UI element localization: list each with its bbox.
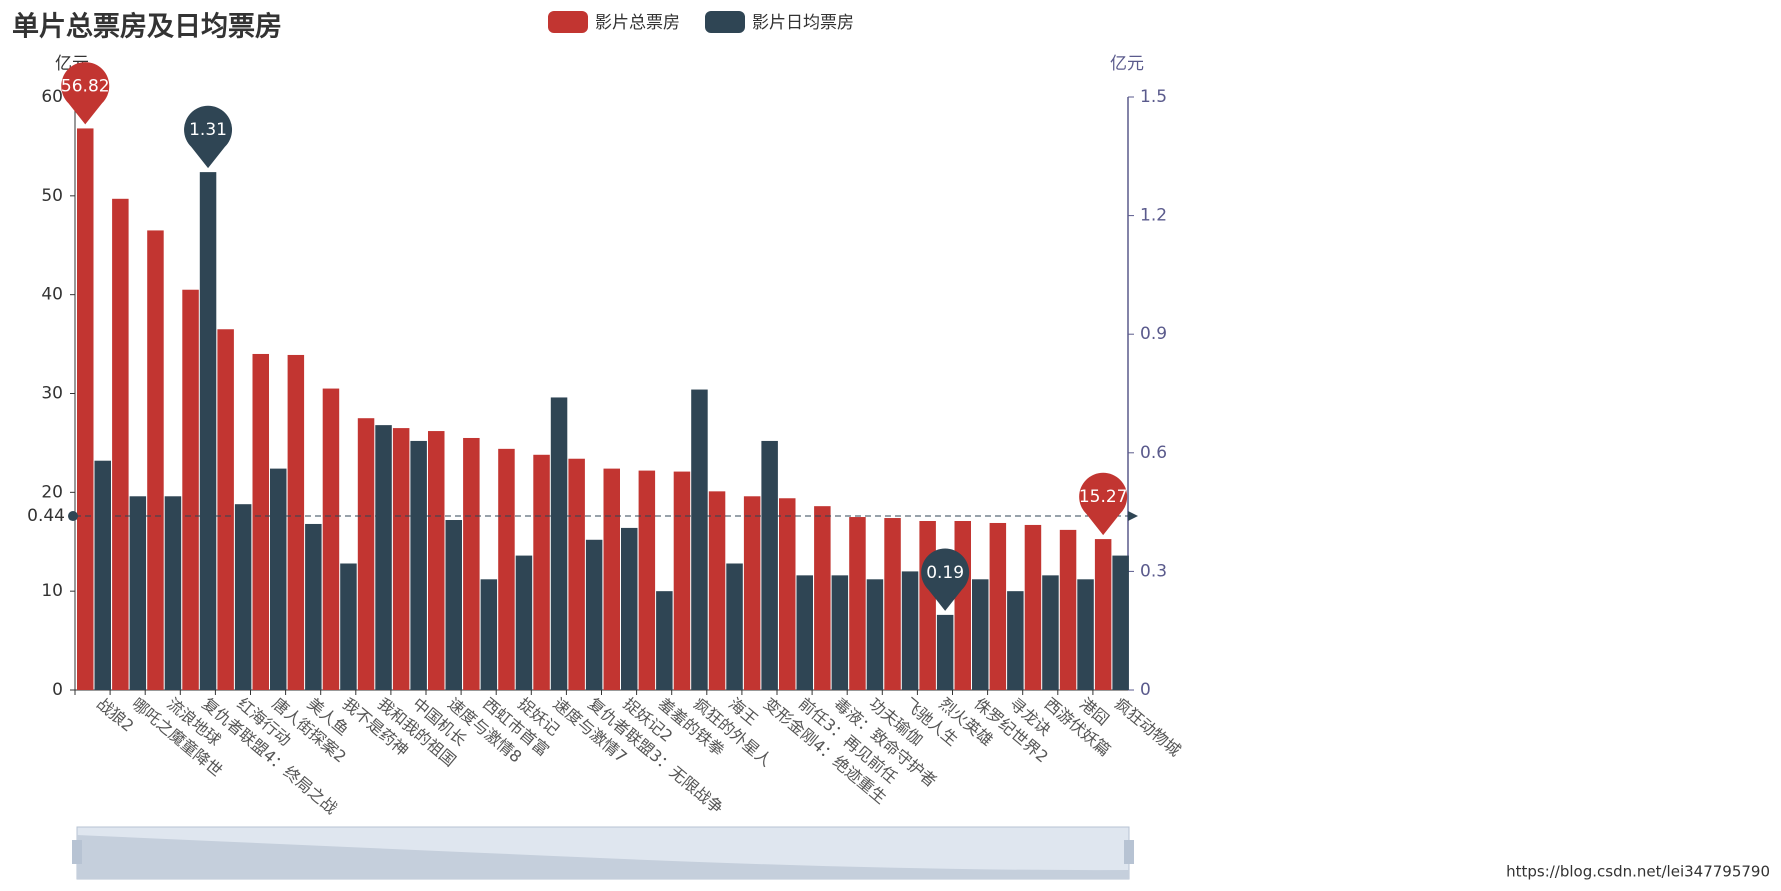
bar <box>989 522 1007 690</box>
bar <box>182 289 199 690</box>
legend-swatch <box>705 11 745 33</box>
y2-tick-label: 0 <box>1140 680 1151 700</box>
bar <box>1024 524 1042 690</box>
bar <box>971 579 989 690</box>
bar <box>849 517 866 690</box>
watermark: https://blog.csdn.net/lei347795790 <box>1506 863 1770 881</box>
bar <box>217 329 234 690</box>
legend-swatch <box>548 11 588 33</box>
bar <box>410 440 427 690</box>
x-tick-label: 疯狂动物城 <box>1111 694 1185 760</box>
mark-pin <box>61 62 110 125</box>
mark-pin-label: 56.82 <box>61 76 110 96</box>
bar <box>164 496 182 690</box>
zoom-handle[interactable] <box>1124 840 1134 864</box>
bar <box>252 353 269 690</box>
y2-tick-label: 0.3 <box>1140 561 1167 581</box>
bar <box>428 431 445 690</box>
y-tick-label: 60 <box>41 87 63 107</box>
bar <box>498 448 515 690</box>
y-tick-label: 20 <box>41 482 63 502</box>
y-tick-label: 50 <box>41 186 63 206</box>
bar <box>673 471 691 690</box>
zoom-handle[interactable] <box>72 840 82 864</box>
bar <box>603 468 620 690</box>
y-tick-label: 30 <box>41 384 63 404</box>
data-zoom[interactable] <box>72 826 1134 880</box>
average-dot <box>68 511 78 522</box>
y-tick-label: 0 <box>52 680 63 700</box>
mark-pin <box>1079 472 1128 536</box>
y2-axis-title: 亿元 <box>1110 54 1144 74</box>
y2-tick-label: 0.6 <box>1140 443 1167 463</box>
mark-pin-label: 15.27 <box>1079 487 1128 507</box>
bar <box>77 128 94 690</box>
bar <box>445 520 462 690</box>
bar <box>1007 591 1024 690</box>
bar <box>1059 529 1077 690</box>
bar <box>866 579 884 690</box>
legend-label: 影片日均票房 <box>752 13 854 33</box>
y-tick-label: 10 <box>41 581 63 601</box>
bar <box>743 496 761 690</box>
y2-tick-label: 1.2 <box>1140 206 1167 226</box>
bar <box>147 230 164 691</box>
bar <box>726 563 743 690</box>
bar <box>831 575 849 690</box>
bar <box>375 425 392 690</box>
bar <box>708 491 726 690</box>
bar <box>1094 539 1112 690</box>
bar <box>463 437 480 690</box>
bar <box>779 498 796 690</box>
bar <box>796 575 813 690</box>
bar <box>340 563 357 690</box>
bar <box>199 172 217 690</box>
bar <box>269 468 287 690</box>
bar <box>638 470 656 690</box>
bar <box>620 527 638 690</box>
bar <box>919 520 936 690</box>
bar <box>322 388 340 690</box>
bar <box>129 496 147 690</box>
average-arrow <box>1128 511 1138 522</box>
mark-pin-label: 0.19 <box>926 563 964 583</box>
bar <box>392 428 410 690</box>
bar <box>1112 555 1129 690</box>
bar <box>585 539 603 690</box>
y2-tick-label: 1.5 <box>1140 87 1167 107</box>
bar <box>234 504 252 690</box>
bar <box>533 454 550 690</box>
bar <box>761 440 778 690</box>
bar <box>480 579 498 690</box>
mark-pin <box>184 105 233 169</box>
zoom-preview <box>77 835 1129 879</box>
bar <box>954 520 971 690</box>
bar <box>691 389 708 690</box>
chart-title: 单片总票房及日均票房 <box>12 12 282 43</box>
bar <box>515 555 533 690</box>
bar <box>901 571 919 690</box>
bar <box>814 506 831 690</box>
bar <box>357 418 375 690</box>
average-label: 0.44 <box>27 506 65 526</box>
mark-pin <box>921 548 970 611</box>
y2-tick-label: 0.9 <box>1140 324 1167 344</box>
bar <box>94 460 111 690</box>
y-tick-label: 40 <box>41 285 63 305</box>
bar <box>1077 579 1094 690</box>
bar <box>305 523 322 690</box>
bar <box>550 397 568 690</box>
legend-label: 影片总票房 <box>595 13 680 33</box>
x-tick-label: 战狼2 <box>93 694 138 736</box>
bar <box>884 518 901 690</box>
bar <box>287 354 305 690</box>
bar <box>936 614 954 690</box>
bar <box>656 591 673 690</box>
bar <box>568 458 585 690</box>
bar <box>1042 575 1059 690</box>
bar <box>112 198 129 690</box>
mark-pin-label: 1.31 <box>189 120 227 140</box>
